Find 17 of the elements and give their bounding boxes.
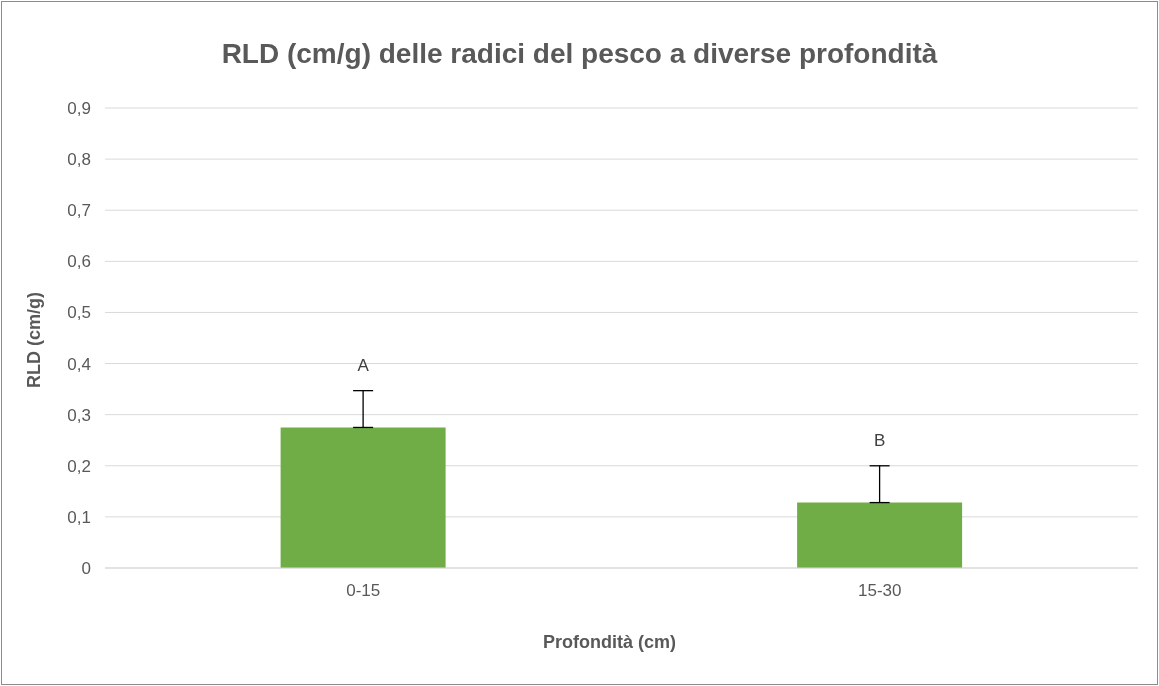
y-tick-label: 0,8 — [67, 150, 91, 170]
y-tick-label: 0,4 — [67, 354, 91, 374]
x-axis-title: Profondità (cm) — [542, 632, 677, 653]
x-tick-label: 15-30 — [858, 581, 902, 601]
y-tick-label: 0,7 — [67, 201, 91, 221]
annotation: A — [357, 355, 370, 375]
y-tick-label: 0,5 — [67, 303, 91, 323]
annotation: B — [874, 430, 886, 450]
y-tick-label: 0 — [81, 559, 91, 579]
y-tick-label: 0,1 — [67, 507, 91, 527]
y-tick-label: 0,2 — [67, 456, 91, 476]
y-tick-label: 0,3 — [67, 405, 91, 425]
chart-title: RLD (cm/g) delle radici del pesco a diverse profondità — [220, 38, 939, 70]
y-tick-label: 0,9 — [67, 99, 91, 119]
y-axis-title: RLD (cm/g) — [23, 292, 45, 388]
y-tick-label: 0,6 — [67, 252, 91, 272]
x-tick-label: 0-15 — [346, 581, 381, 601]
